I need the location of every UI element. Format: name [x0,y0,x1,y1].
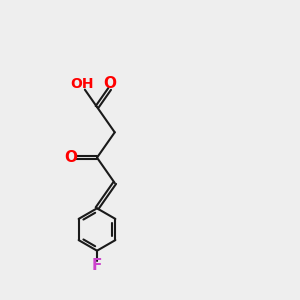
Text: F: F [92,258,102,273]
Text: OH: OH [71,77,94,91]
Text: O: O [103,76,116,91]
Text: O: O [64,150,78,165]
